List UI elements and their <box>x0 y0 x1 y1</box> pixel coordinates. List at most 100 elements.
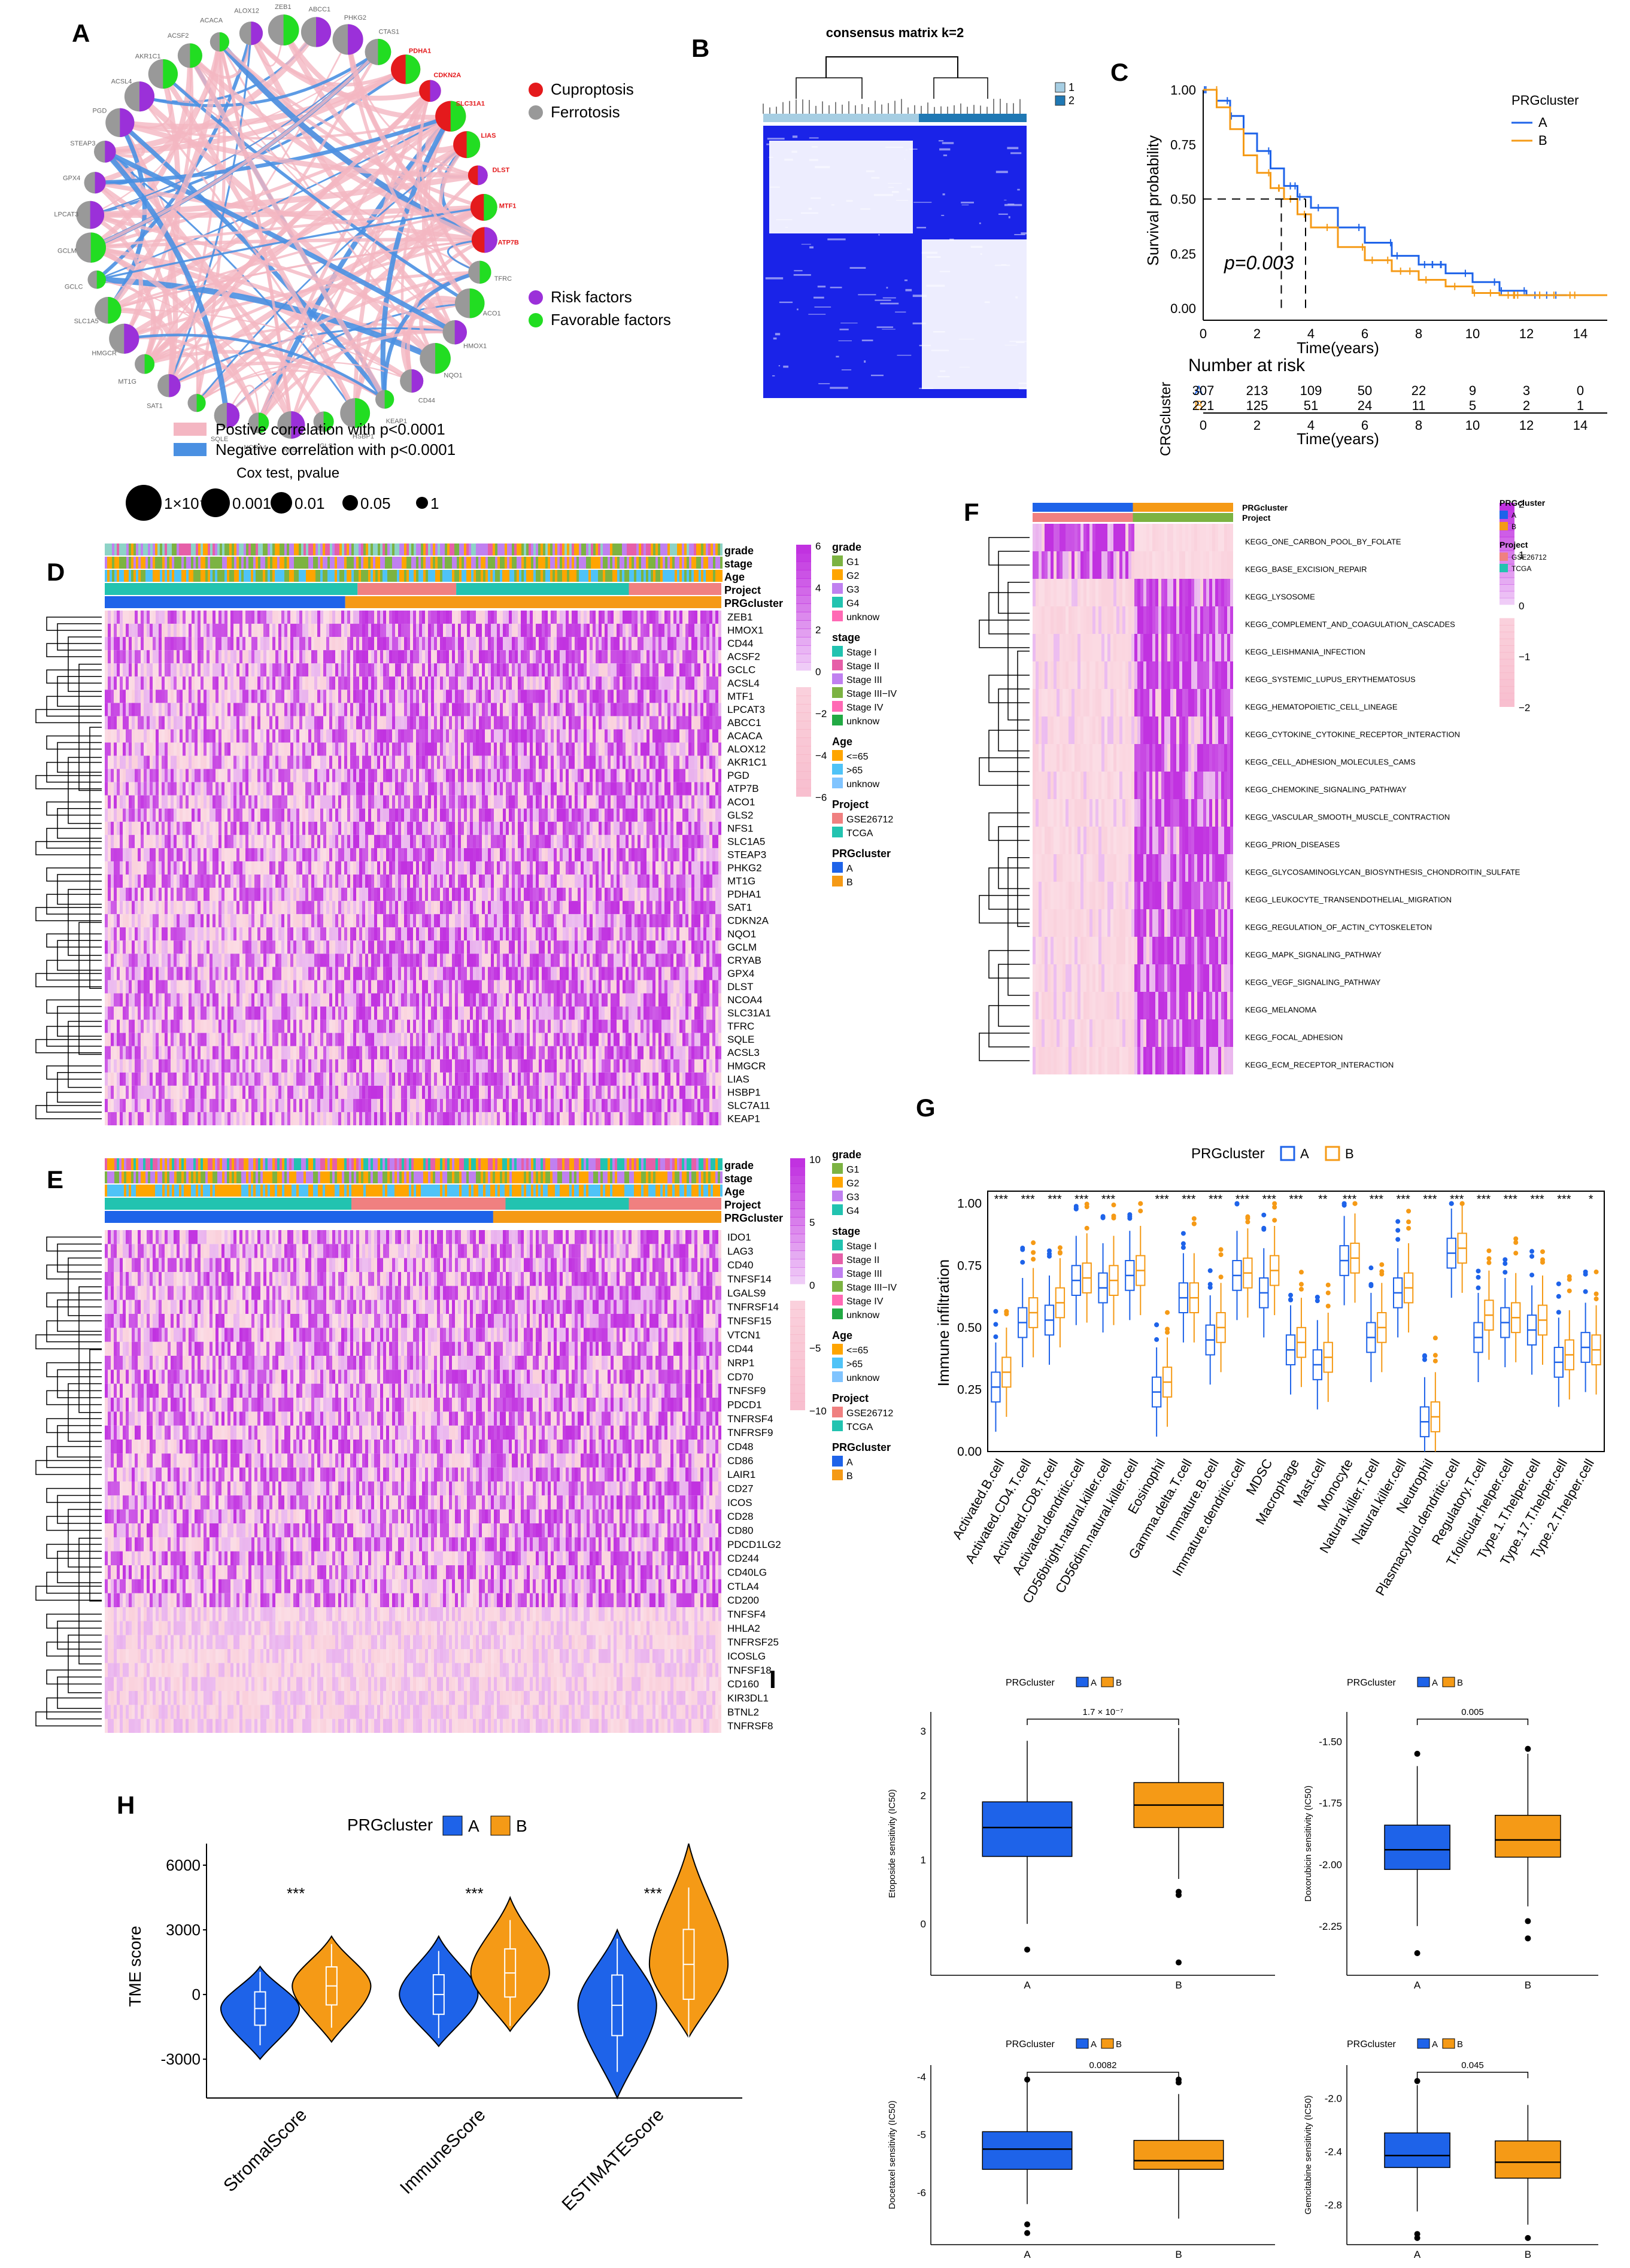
anno-cell <box>591 570 593 582</box>
anno-cell <box>610 544 612 555</box>
anno-cell <box>371 557 373 569</box>
heat-cell <box>386 624 389 637</box>
heat-cell <box>545 611 548 624</box>
anno-cell <box>588 570 591 582</box>
anno-cell <box>325 570 327 582</box>
anno-cell <box>655 570 658 582</box>
heat-cell <box>703 624 706 637</box>
anno-cell <box>241 570 244 582</box>
consensus-noise <box>943 154 947 156</box>
anno-cell <box>301 557 303 569</box>
heat-cell <box>332 624 335 637</box>
heat-cell <box>180 637 183 650</box>
consensus-noise <box>812 146 818 148</box>
gene-node-half <box>467 131 480 158</box>
anno-cell <box>605 544 608 555</box>
anno-cell <box>404 557 406 569</box>
heat-cell <box>341 611 344 624</box>
consensus-noise <box>1010 152 1021 154</box>
anno-cell <box>399 570 402 582</box>
anno-cell <box>126 557 129 569</box>
anno-cell <box>318 557 320 569</box>
anno-cell <box>718 544 720 555</box>
anno-cell <box>193 570 196 582</box>
anno-cell <box>213 544 215 555</box>
heat-cell <box>317 611 320 624</box>
consensus-noise <box>979 223 981 224</box>
heat-cell <box>153 624 156 637</box>
anno-cell <box>555 544 557 555</box>
anno-cell <box>181 544 184 555</box>
anno-cell <box>268 557 270 569</box>
gene-label: STEAP3 <box>70 140 95 147</box>
heat-cell <box>353 637 356 650</box>
gene-label: ZEB1 <box>275 4 292 11</box>
anno-cell <box>354 544 356 555</box>
consensus-noise <box>895 312 906 313</box>
heat-cell <box>425 624 428 637</box>
heat-cell <box>275 611 278 624</box>
anno-cell <box>608 570 610 582</box>
anno-cell <box>426 557 428 569</box>
heat-cell <box>263 611 266 624</box>
heat-cell <box>404 624 407 637</box>
anno-cell <box>344 570 347 582</box>
panel-b-consensus: consensus matrix k=212 <box>763 25 1074 398</box>
heat-cell <box>638 624 641 637</box>
anno-label-PRGcluster: PRGcluster <box>724 597 783 609</box>
heat-cell <box>165 624 168 637</box>
anno-cell <box>442 557 445 569</box>
heat-cell <box>599 611 602 624</box>
anno-cell <box>145 570 148 582</box>
anno-cell <box>459 544 462 555</box>
anno-cell <box>660 557 663 569</box>
anno-cell <box>169 557 172 569</box>
anno-cell <box>689 544 691 555</box>
anno-cell <box>620 557 622 569</box>
consensus-noise <box>878 234 879 236</box>
anno-cell <box>110 544 112 555</box>
heat-cell <box>461 611 464 624</box>
heat-cell <box>365 611 368 624</box>
anno-cell <box>323 557 325 569</box>
heat-cell <box>527 624 530 637</box>
anno-cell <box>459 570 462 582</box>
anno-cell <box>198 544 201 555</box>
anno-cell <box>567 544 569 555</box>
cluster-bar-1 <box>763 114 919 122</box>
heat-cell <box>554 624 557 637</box>
heat-cell <box>443 624 446 637</box>
anno-cell <box>409 557 411 569</box>
anno-cell <box>332 570 335 582</box>
anno-cell <box>653 557 655 569</box>
anno-cell <box>521 570 524 582</box>
heat-cell <box>563 611 566 624</box>
panel-label-B: B <box>691 34 709 62</box>
anno-cell <box>253 570 256 582</box>
anno-cell <box>337 544 339 555</box>
anno-cell <box>414 544 416 555</box>
heat-cell <box>491 624 494 637</box>
heat-cell <box>608 624 611 637</box>
risk-value: 2 <box>1523 398 1530 413</box>
anno-cell <box>646 570 648 582</box>
consensus-noise <box>1015 296 1018 298</box>
anno-cell <box>574 570 576 582</box>
anno-cell <box>387 570 390 582</box>
anno-cell <box>648 557 651 569</box>
cluster-bar-2 <box>919 114 1027 122</box>
anno-cell <box>696 544 699 555</box>
heat-cell <box>221 637 224 650</box>
anno-cell <box>658 557 660 569</box>
risk-value: 213 <box>1246 383 1268 398</box>
anno-cell <box>622 557 624 569</box>
anno-cell <box>706 544 708 555</box>
anno-cell <box>433 570 435 582</box>
heat-cell <box>239 637 242 650</box>
anno-cell <box>342 557 344 569</box>
gene-node-half <box>316 17 331 47</box>
heat-cell <box>383 624 386 637</box>
anno-cell <box>687 570 689 582</box>
gene-label: LPCAT3 <box>54 211 78 218</box>
anno-cell <box>189 570 191 582</box>
